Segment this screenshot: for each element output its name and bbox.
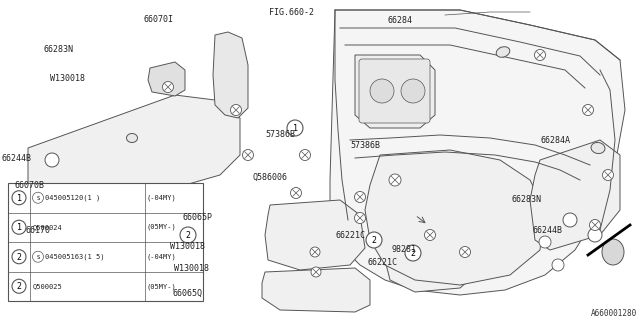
Circle shape xyxy=(300,149,310,161)
FancyBboxPatch shape xyxy=(8,183,203,301)
Polygon shape xyxy=(330,10,625,295)
Text: 2: 2 xyxy=(17,253,22,262)
Ellipse shape xyxy=(591,142,605,154)
Text: 66244B: 66244B xyxy=(1,154,31,163)
Text: S: S xyxy=(36,196,40,201)
Circle shape xyxy=(355,191,365,203)
Circle shape xyxy=(291,188,301,198)
FancyBboxPatch shape xyxy=(359,59,430,123)
Circle shape xyxy=(230,105,241,116)
Circle shape xyxy=(12,279,26,293)
Circle shape xyxy=(180,227,196,243)
Circle shape xyxy=(12,191,26,205)
Circle shape xyxy=(460,246,470,258)
Text: 66221C: 66221C xyxy=(336,231,366,240)
Text: 57386B: 57386B xyxy=(351,141,381,150)
Circle shape xyxy=(33,251,44,262)
Circle shape xyxy=(582,105,593,116)
Text: 045005163(1 5): 045005163(1 5) xyxy=(45,253,104,260)
Text: 2: 2 xyxy=(186,231,191,240)
Circle shape xyxy=(534,50,545,60)
Text: (-04MY): (-04MY) xyxy=(147,253,177,260)
Circle shape xyxy=(552,259,564,271)
Circle shape xyxy=(287,120,303,136)
Polygon shape xyxy=(262,268,370,312)
Circle shape xyxy=(366,232,382,248)
Polygon shape xyxy=(28,95,240,200)
Text: Q586006: Q586006 xyxy=(253,173,288,182)
Circle shape xyxy=(370,79,394,103)
Ellipse shape xyxy=(127,133,138,142)
Text: 66244B: 66244B xyxy=(532,226,563,235)
Text: 66065P: 66065P xyxy=(182,213,212,222)
Text: W130018: W130018 xyxy=(50,74,85,83)
Text: 66283N: 66283N xyxy=(512,196,542,204)
Circle shape xyxy=(311,267,321,277)
Text: (05MY-): (05MY-) xyxy=(147,283,177,290)
Text: A660001280: A660001280 xyxy=(591,309,637,318)
Text: FIG.660-2: FIG.660-2 xyxy=(269,8,314,17)
Text: 98281: 98281 xyxy=(392,245,417,254)
Text: Q500025: Q500025 xyxy=(33,283,63,289)
Polygon shape xyxy=(355,55,435,128)
Polygon shape xyxy=(385,225,475,292)
Polygon shape xyxy=(265,200,365,270)
Text: 1: 1 xyxy=(17,223,22,232)
Polygon shape xyxy=(365,150,545,285)
Text: 66170: 66170 xyxy=(26,226,51,235)
Polygon shape xyxy=(530,140,620,250)
Circle shape xyxy=(424,229,435,241)
Text: 2: 2 xyxy=(17,282,22,291)
Circle shape xyxy=(355,212,365,223)
Polygon shape xyxy=(213,32,248,118)
Circle shape xyxy=(45,153,59,167)
Text: W130018: W130018 xyxy=(174,264,209,273)
Text: Q500024: Q500024 xyxy=(33,224,63,230)
Circle shape xyxy=(389,174,401,186)
Circle shape xyxy=(401,79,425,103)
Text: 1: 1 xyxy=(292,124,298,133)
Polygon shape xyxy=(72,258,155,300)
Text: 66070I: 66070I xyxy=(144,15,174,24)
Circle shape xyxy=(589,220,600,230)
Text: 2: 2 xyxy=(371,236,376,245)
Text: 66221C: 66221C xyxy=(368,258,398,267)
Circle shape xyxy=(12,220,26,234)
Circle shape xyxy=(163,82,173,92)
Text: 66284A: 66284A xyxy=(541,136,571,145)
Circle shape xyxy=(563,213,577,227)
Text: 66283N: 66283N xyxy=(44,45,74,54)
Circle shape xyxy=(602,170,614,180)
Text: 57386B: 57386B xyxy=(266,130,296,139)
Circle shape xyxy=(243,149,253,161)
Circle shape xyxy=(310,247,320,257)
Text: 66070B: 66070B xyxy=(14,181,44,190)
Circle shape xyxy=(405,245,421,261)
Ellipse shape xyxy=(496,47,510,57)
Text: 66065Q: 66065Q xyxy=(173,289,203,298)
Text: 045005120(1 ): 045005120(1 ) xyxy=(45,195,100,201)
Text: 1: 1 xyxy=(17,194,22,203)
Text: S: S xyxy=(36,255,40,260)
Circle shape xyxy=(12,250,26,264)
Polygon shape xyxy=(148,62,185,96)
Ellipse shape xyxy=(602,239,624,265)
Circle shape xyxy=(539,236,551,248)
Text: (05MY-): (05MY-) xyxy=(147,224,177,230)
Polygon shape xyxy=(48,200,160,262)
Text: W130018: W130018 xyxy=(170,242,205,251)
Text: 66284: 66284 xyxy=(387,16,412,25)
Circle shape xyxy=(588,228,602,242)
Circle shape xyxy=(33,192,44,203)
Text: (-04MY): (-04MY) xyxy=(147,195,177,201)
Text: 2: 2 xyxy=(410,249,415,258)
